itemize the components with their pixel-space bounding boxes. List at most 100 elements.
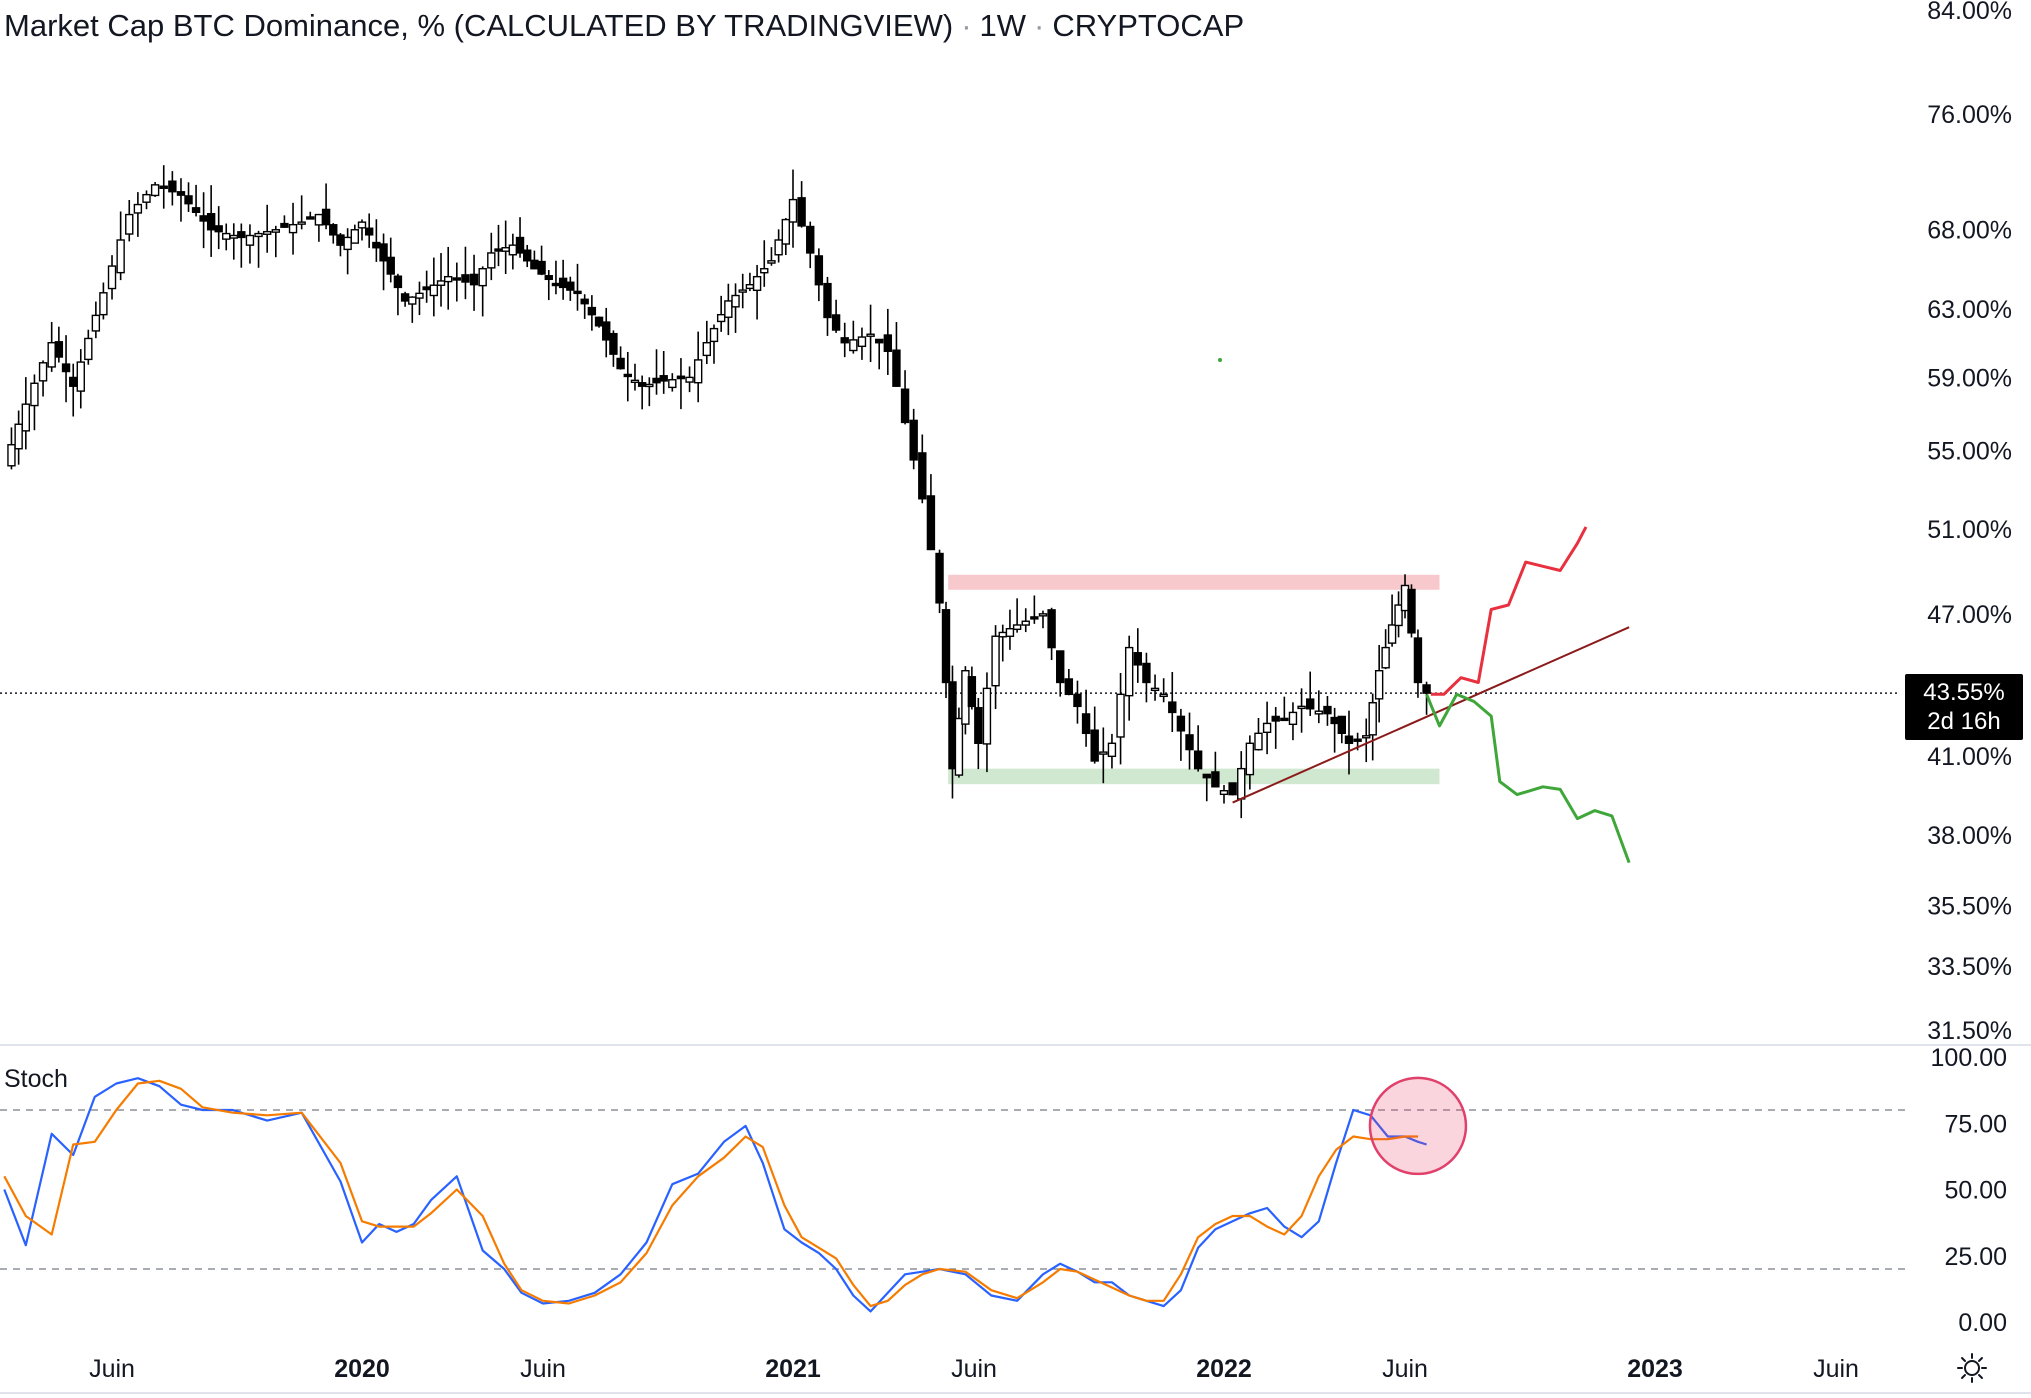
- candle-body: [314, 213, 324, 226]
- candle-body: [76, 361, 85, 392]
- candle-body: [47, 342, 56, 368]
- candle-body: [752, 275, 762, 292]
- candle-body: [125, 213, 134, 235]
- candle-body: [30, 382, 39, 407]
- candle-body: [1133, 652, 1143, 666]
- candle-body: [436, 280, 446, 286]
- settings-sun-icon[interactable]: [1956, 1352, 1988, 1384]
- candle-body: [469, 273, 479, 286]
- price-axis-label: 47.00%: [1927, 601, 2012, 629]
- candle-body: [1271, 715, 1280, 722]
- price-axis-label: 41.00%: [1927, 743, 2012, 771]
- candle-body: [1005, 628, 1015, 637]
- bull-projection-path: [1430, 526, 1588, 696]
- candle-body: [1124, 646, 1134, 697]
- symbol-name[interactable]: Market Cap BTC Dominance, % (CALCULATED …: [4, 8, 954, 43]
- candle-body: [1407, 588, 1416, 634]
- candle-body: [685, 376, 694, 383]
- time-axis-label: 2022: [1196, 1355, 1252, 1383]
- price-axis-label: 76.00%: [1927, 101, 2012, 129]
- candle-body: [288, 223, 298, 234]
- candle-body: [1038, 613, 1048, 617]
- stoch-axis-label: 50.00: [1944, 1177, 2007, 1205]
- candle-body: [941, 609, 951, 684]
- candle-body: [781, 218, 791, 245]
- price-axis-label: 31.50%: [1927, 1017, 2012, 1045]
- candle-body: [909, 419, 918, 461]
- candle-body: [668, 379, 677, 389]
- candle-body: [760, 268, 769, 274]
- candle-body: [191, 207, 201, 214]
- candle-body: [306, 216, 315, 220]
- time-axis-label: Juin: [520, 1355, 566, 1383]
- interval-label[interactable]: 1W: [979, 8, 1027, 43]
- candle-body: [530, 259, 539, 270]
- candle-body: [1262, 722, 1272, 734]
- candle-body: [415, 292, 424, 299]
- candle-body: [1245, 742, 1255, 776]
- candle-body: [883, 334, 893, 352]
- candle-body: [709, 327, 719, 343]
- candle-body: [444, 275, 453, 283]
- candle-body: [849, 339, 858, 352]
- candle-body: [142, 193, 151, 203]
- candle-body: [176, 191, 186, 196]
- candle-body: [343, 236, 352, 251]
- candle-body: [1280, 717, 1289, 722]
- candle-body: [1330, 716, 1339, 725]
- candle-body: [1012, 624, 1022, 631]
- candle-body: [875, 338, 884, 344]
- candle-body: [1150, 687, 1160, 692]
- candle-body: [364, 227, 374, 236]
- candle-body: [515, 236, 525, 254]
- candle-body: [926, 495, 936, 551]
- candle-body: [350, 229, 360, 244]
- candle-body: [1176, 715, 1186, 732]
- candle-body: [1073, 693, 1082, 708]
- candle-body: [254, 232, 263, 238]
- candle-body: [1314, 710, 1324, 715]
- candle-body: [982, 687, 992, 745]
- candle-body: [452, 277, 462, 281]
- candle-body: [1337, 715, 1347, 735]
- candle-body: [616, 357, 625, 370]
- candle-body: [831, 314, 841, 331]
- candle-body: [602, 321, 611, 341]
- candle-body: [1413, 637, 1423, 684]
- stoch-indicator-label[interactable]: Stoch: [4, 1065, 68, 1093]
- candle-body: [645, 383, 654, 388]
- price-axis-label: 55.00%: [1927, 437, 2012, 465]
- candle-body: [974, 707, 983, 744]
- candle-body: [84, 337, 93, 361]
- candle-body: [767, 260, 776, 264]
- candle-body: [630, 379, 640, 384]
- bear-projection-path: [1425, 692, 1631, 864]
- time-axis-label: 2023: [1627, 1355, 1683, 1383]
- candle-body: [487, 252, 496, 269]
- candle-body: [494, 248, 503, 252]
- candle-body: [1353, 738, 1362, 742]
- resistance-zone: [948, 574, 1440, 590]
- candle-body: [199, 215, 208, 222]
- candle-body: [544, 275, 553, 281]
- candle-body: [262, 230, 272, 235]
- candle-body: [1090, 729, 1099, 762]
- candle-body: [788, 198, 798, 223]
- candle-body: [537, 260, 546, 275]
- title-separator: ·: [961, 8, 972, 43]
- candle-body: [823, 282, 832, 319]
- candle-body: [1064, 678, 1074, 696]
- candle-body: [61, 363, 71, 373]
- candle-body: [623, 373, 632, 378]
- price-axis-label: 51.00%: [1927, 516, 2012, 544]
- time-axis-label: 2020: [334, 1355, 390, 1383]
- candle-body: [54, 341, 64, 358]
- candle-body: [99, 292, 108, 316]
- stoch-k-line: [3, 1077, 1427, 1313]
- candle-body: [693, 359, 703, 384]
- candle-body: [523, 249, 532, 262]
- candle-body: [797, 197, 806, 227]
- candle-body: [1021, 620, 1030, 626]
- price-axis-label: 35.50%: [1927, 893, 2012, 921]
